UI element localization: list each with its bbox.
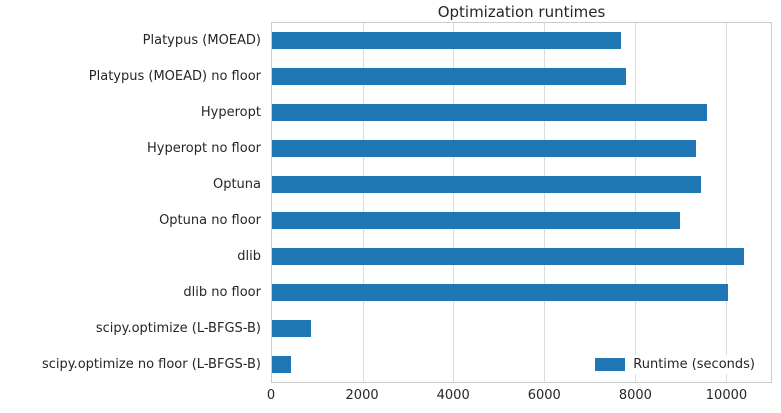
y-tick-label: scipy.optimize no floor (L-BFGS-B) xyxy=(41,357,261,373)
legend: Runtime (seconds) xyxy=(591,355,759,374)
y-tick-label: dlib no floor xyxy=(183,285,261,301)
x-tick-label: 2000 xyxy=(345,388,379,403)
y-tick-label: Platypus (MOEAD) xyxy=(142,32,261,48)
x-tick-label: 6000 xyxy=(527,388,561,403)
bar xyxy=(272,284,728,302)
bar xyxy=(272,31,622,49)
x-tick-label: 4000 xyxy=(436,388,470,403)
bar xyxy=(272,320,311,338)
gridline xyxy=(634,23,636,382)
bar xyxy=(272,67,626,85)
x-axis-tick-labels: 0 2000 4000 6000 8000 10000 xyxy=(267,388,772,406)
x-tick-label: 8000 xyxy=(618,388,652,403)
bar xyxy=(272,103,708,121)
y-tick-label: Hyperopt no floor xyxy=(147,140,261,156)
bar xyxy=(272,356,292,374)
y-tick-label: Optuna no floor xyxy=(159,213,261,229)
gridline xyxy=(362,23,364,382)
x-tick-label: 10000 xyxy=(705,388,748,403)
y-tick-label: scipy.optimize (L-BFGS-B) xyxy=(95,321,261,337)
gridline xyxy=(725,23,727,382)
bar xyxy=(272,139,697,157)
legend-label: Runtime (seconds) xyxy=(633,357,755,372)
x-tick-label: 0 xyxy=(266,388,276,403)
bar xyxy=(272,175,701,193)
bar xyxy=(272,248,744,266)
gridline xyxy=(453,23,455,382)
bar xyxy=(272,212,681,230)
legend-swatch xyxy=(595,358,626,371)
y-tick-label: dlib xyxy=(237,249,261,265)
y-axis-tick-labels: Platypus (MOEAD) Platypus (MOEAD) no floo… xyxy=(0,22,261,383)
y-tick-label: Hyperopt xyxy=(200,104,261,120)
y-tick-label: Platypus (MOEAD) no floor xyxy=(88,68,261,84)
chart-title: Optimization runtimes xyxy=(437,3,606,21)
gridline xyxy=(544,23,546,382)
plot-area: Runtime (seconds) xyxy=(271,22,772,383)
y-tick-label: Optuna xyxy=(212,176,261,192)
